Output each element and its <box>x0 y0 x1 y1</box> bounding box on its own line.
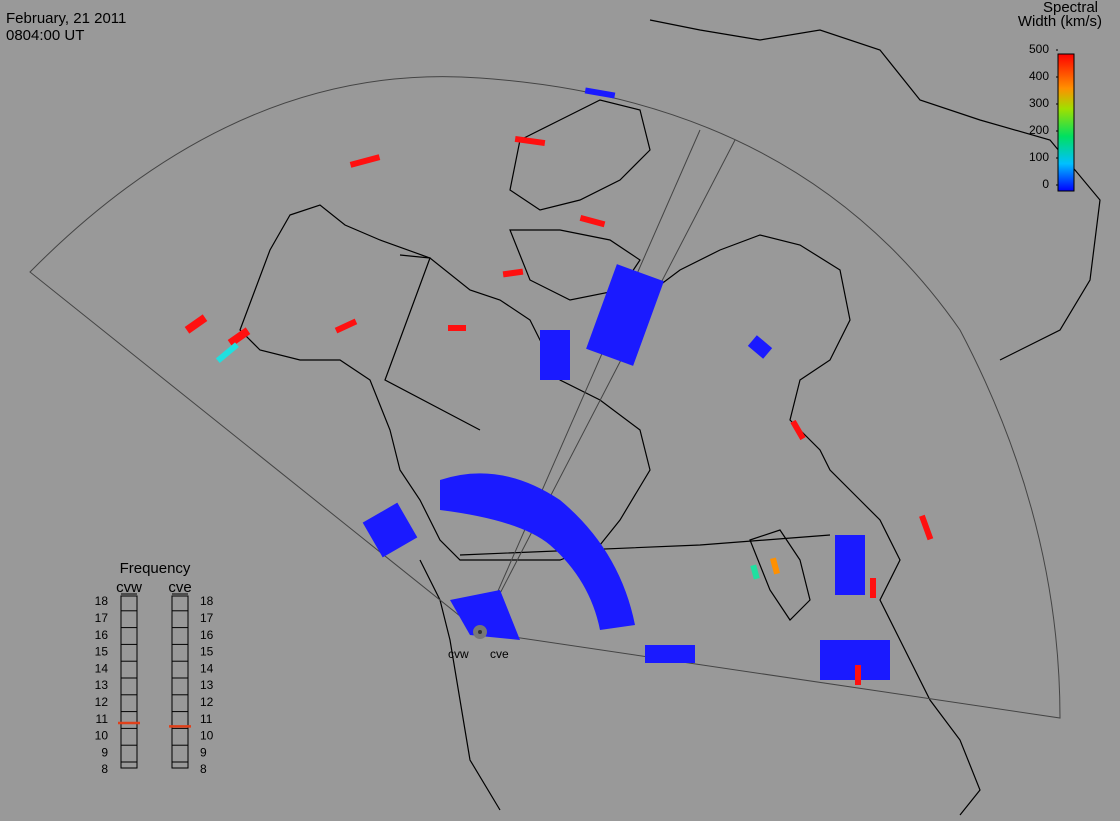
coastlines <box>239 19 1101 816</box>
radar-name: cve <box>168 579 191 596</box>
frequency-tick-label: 10 <box>200 729 214 743</box>
colorbar-tick-label: 100 <box>1029 150 1049 164</box>
radar-name: cvw <box>116 579 142 596</box>
radar-site-dot <box>478 630 482 634</box>
frequency-tick-label: 18 <box>200 594 214 608</box>
colorbar-tick-label: 400 <box>1029 69 1049 83</box>
time: 0804:00 UT <box>6 27 84 44</box>
frequency-tick-label: 10 <box>95 729 109 743</box>
frequency-title: Frequency <box>120 560 191 577</box>
frequency-tick-label: 16 <box>95 628 109 642</box>
frequency-tick-label: 11 <box>200 712 213 726</box>
frequency-tick-label: 17 <box>200 611 214 625</box>
frequency-tick-label: 13 <box>200 678 214 692</box>
frequency-tick-label: 15 <box>95 645 109 659</box>
colorbar-tick-label: 500 <box>1029 42 1049 56</box>
frequency-tick-label: 12 <box>95 695 109 709</box>
colorbar-title: Width (km/s) <box>1018 13 1102 30</box>
colorbar <box>1057 53 1075 192</box>
radar-label: cvw <box>448 647 469 661</box>
colorbar-title: Spectral <box>1043 0 1098 16</box>
colorbar-tick-label: 200 <box>1029 123 1049 137</box>
frequency-tick-label: 16 <box>200 628 214 642</box>
colorbar-tick-label: 300 <box>1029 96 1049 110</box>
frequency-box <box>120 595 138 769</box>
frequency-tick-label: 11 <box>96 712 109 726</box>
frequency-tick-label: 13 <box>95 678 109 692</box>
fan-outline <box>29 76 1061 719</box>
radar-cells <box>184 87 934 685</box>
frequency-tick-label: 18 <box>95 594 109 608</box>
frequency-tick-label: 9 <box>200 745 207 759</box>
frequency-box <box>171 595 189 769</box>
frequency-tick-label: 17 <box>95 611 109 625</box>
frequency-tick-label: 8 <box>200 762 207 776</box>
frequency-tick-label: 8 <box>101 762 108 776</box>
date: February, 21 2011 <box>6 10 126 27</box>
frequency-tick-label: 15 <box>200 645 214 659</box>
radar-label: cve <box>490 647 509 661</box>
frequency-tick-label: 12 <box>200 695 214 709</box>
frequency-tick-label: 9 <box>101 745 108 759</box>
frequency-tick-label: 14 <box>95 661 109 675</box>
colorbar-tick-label: 0 <box>1042 177 1049 191</box>
frequency-tick-label: 14 <box>200 661 214 675</box>
